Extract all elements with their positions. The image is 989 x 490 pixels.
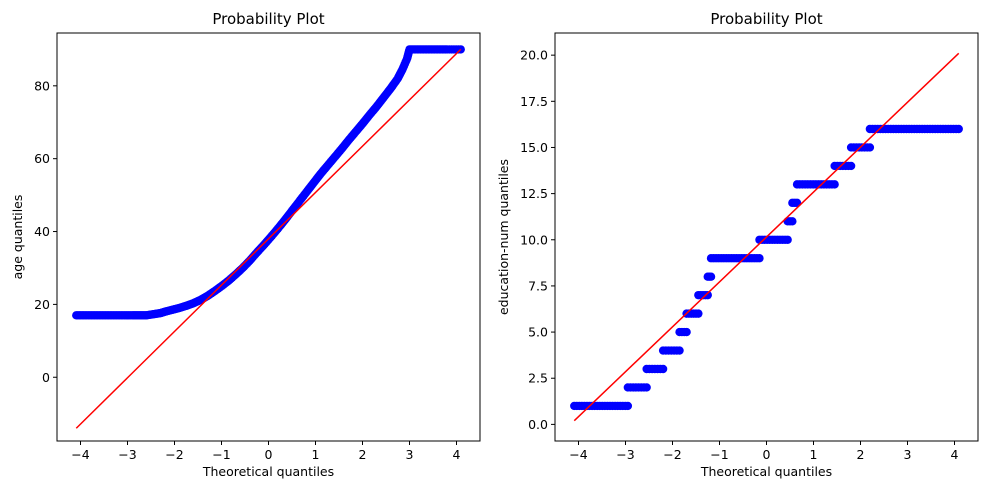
y-tick-label: 7.5 <box>528 278 548 293</box>
data-point <box>865 143 875 152</box>
education-num-probability-plot: −4 −3 −2 −1 0 1 2 3 4 0.0 2.5 5.0 7.5 10.0 12.5 15.0 17.… <box>496 10 979 479</box>
y-axis-label: age quantiles <box>10 195 25 280</box>
y-tick-label: 2.5 <box>528 371 548 386</box>
y-tick-label: 17.5 <box>520 94 548 109</box>
y-tick-label: 0 <box>42 370 50 385</box>
y-tick-label: 40 <box>34 224 50 239</box>
x-axis-label: Theoretical quantiles <box>700 464 832 479</box>
x-tick-label: −3 <box>118 447 136 462</box>
plot-area <box>72 45 465 429</box>
data-point <box>846 161 856 171</box>
x-tick-label: 1 <box>810 447 818 462</box>
data-point <box>658 364 668 374</box>
data-point <box>830 180 839 189</box>
x-tick-label: 2 <box>359 447 367 462</box>
x-tick-label: 3 <box>904 447 912 462</box>
y-tick-label: 15.0 <box>520 140 548 155</box>
y-tick-label: 5.0 <box>528 325 548 340</box>
data-point <box>694 309 703 318</box>
data-point <box>954 124 963 134</box>
data-point <box>706 272 716 281</box>
x-tick-label: 0 <box>763 447 771 462</box>
data-point <box>783 235 792 244</box>
x-axis-label: Theoretical quantiles <box>202 464 334 479</box>
y-tick-label: 10.0 <box>520 232 548 247</box>
x-tick-label: 3 <box>406 447 414 462</box>
fit-line <box>75 48 462 429</box>
data-point <box>675 346 684 355</box>
x-tick-label: 0 <box>265 447 273 462</box>
plot-area <box>570 52 963 422</box>
x-tick-label: −1 <box>710 447 728 462</box>
y-tick-label: 20.0 <box>520 48 548 63</box>
x-tick-label: 2 <box>857 447 865 462</box>
x-tick-label: 4 <box>453 447 461 462</box>
y-tick-label: 12.5 <box>520 186 548 201</box>
x-tick-label: −4 <box>569 447 587 462</box>
data-point <box>788 217 797 226</box>
y-tick-label: 20 <box>34 297 50 312</box>
x-tick-label: −2 <box>663 447 681 462</box>
chart-title: Probability Plot <box>212 10 324 28</box>
x-tick-label: −2 <box>165 447 183 462</box>
x-tick-label: −3 <box>616 447 634 462</box>
x-tick-label: −4 <box>71 447 89 462</box>
x-tick-label: 1 <box>312 447 320 462</box>
data-point <box>623 401 633 411</box>
y-tick-label: 80 <box>34 78 50 93</box>
data-point <box>642 383 651 392</box>
x-tick-label: 4 <box>951 447 959 462</box>
y-tick-label: 0.0 <box>528 417 548 432</box>
fit-line <box>573 52 960 422</box>
data-point <box>755 254 764 263</box>
y-tick-label: 60 <box>34 151 50 166</box>
data-point <box>703 290 712 300</box>
x-tick-label: −1 <box>212 447 230 462</box>
data-point <box>682 327 691 337</box>
y-axis-label: education-num quantiles <box>496 159 511 315</box>
chart-title: Probability Plot <box>710 10 822 28</box>
